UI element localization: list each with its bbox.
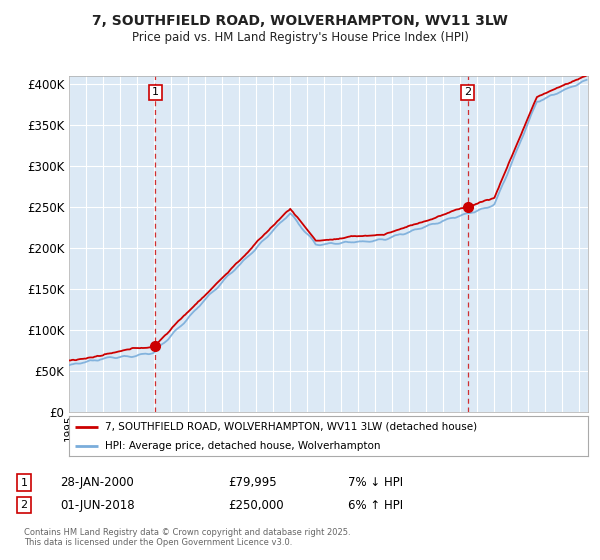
Text: £79,995: £79,995	[228, 476, 277, 489]
Text: 1: 1	[152, 87, 159, 97]
Text: 7, SOUTHFIELD ROAD, WOLVERHAMPTON, WV11 3LW: 7, SOUTHFIELD ROAD, WOLVERHAMPTON, WV11 …	[92, 14, 508, 28]
Text: 28-JAN-2000: 28-JAN-2000	[60, 476, 134, 489]
Text: Contains HM Land Registry data © Crown copyright and database right 2025.
This d: Contains HM Land Registry data © Crown c…	[24, 528, 350, 547]
Text: 01-JUN-2018: 01-JUN-2018	[60, 498, 134, 512]
Text: 7% ↓ HPI: 7% ↓ HPI	[348, 476, 403, 489]
Text: 7, SOUTHFIELD ROAD, WOLVERHAMPTON, WV11 3LW (detached house): 7, SOUTHFIELD ROAD, WOLVERHAMPTON, WV11 …	[106, 422, 478, 432]
Text: £250,000: £250,000	[228, 498, 284, 512]
Text: 2: 2	[464, 87, 471, 97]
Text: 6% ↑ HPI: 6% ↑ HPI	[348, 498, 403, 512]
Text: Price paid vs. HM Land Registry's House Price Index (HPI): Price paid vs. HM Land Registry's House …	[131, 31, 469, 44]
Text: 2: 2	[20, 500, 28, 510]
Text: HPI: Average price, detached house, Wolverhampton: HPI: Average price, detached house, Wolv…	[106, 441, 381, 450]
Text: 1: 1	[20, 478, 28, 488]
